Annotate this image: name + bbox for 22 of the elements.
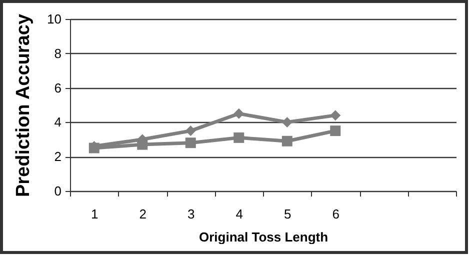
x-tick-label: 6 (332, 206, 340, 222)
y-axis-title: Prediction Accuracy (13, 14, 34, 198)
point (234, 132, 244, 143)
y-tick-label: 8 (54, 46, 62, 61)
point (330, 110, 341, 121)
y-tick-label: 0 (54, 184, 62, 198)
x-tick-label: 2 (139, 206, 146, 222)
x-axis-title: Original Toss Length (198, 230, 328, 244)
y-tick-label: 6 (54, 80, 62, 96)
point (330, 126, 341, 136)
y-tick-label: 4 (54, 114, 62, 130)
point (282, 116, 292, 128)
point (282, 136, 292, 146)
x-tick-label: 4 (236, 206, 243, 222)
point (234, 108, 244, 119)
point (185, 138, 196, 148)
x-tick-label: 3 (188, 206, 195, 222)
y-tick-label: 10 (47, 12, 62, 26)
x-tick-label: 1 (91, 206, 98, 222)
x-tick-label: 5 (284, 206, 292, 222)
y-tick-label: 2 (54, 149, 62, 164)
point (185, 126, 196, 136)
